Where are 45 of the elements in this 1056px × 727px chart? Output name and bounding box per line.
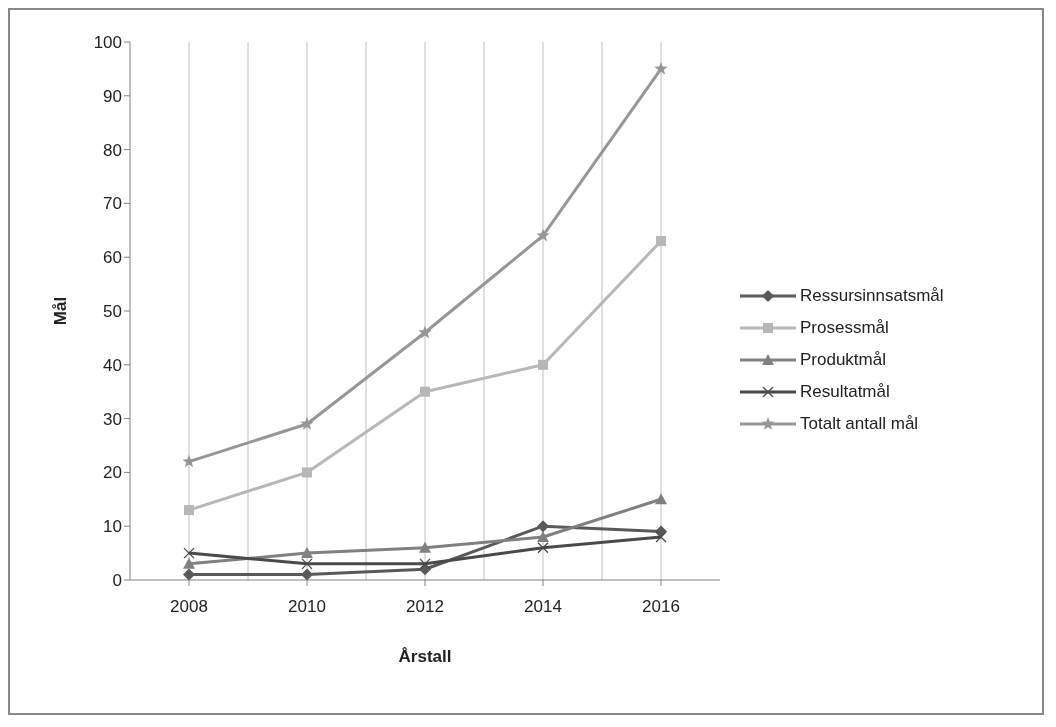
y-tick-label: 0 [112,571,122,591]
y-tick-label: 70 [103,194,122,214]
legend-label: Resultatmål [800,382,890,402]
y-tick-label: 90 [103,86,122,106]
point [655,531,667,543]
point [183,557,195,569]
y-tick-label: 60 [103,248,122,268]
point [656,236,666,247]
point [182,454,196,468]
y-axis-title: Mål [51,296,71,326]
y-tick-label: 20 [103,463,122,483]
point [301,568,313,580]
point [184,505,194,516]
point [537,520,549,533]
point [420,386,430,397]
legend-label: Totalt antall mål [800,414,919,434]
y-tick-label: 30 [103,409,122,429]
point [537,542,549,554]
y-tick-label: 10 [103,517,122,537]
y-tick-label: 50 [103,302,122,322]
x-tick-label: 2012 [406,597,444,617]
legend-label: Ressursinnsatsmål [800,286,944,306]
point [183,547,195,559]
legend-label: Prosessmål [800,318,889,338]
point [301,558,313,570]
y-tick-label: 80 [103,140,122,160]
x-tick-label: 2014 [524,597,562,617]
point [536,228,550,242]
x-tick-label: 2016 [642,597,680,617]
point [655,493,667,505]
legend-label: Produktmål [800,350,886,370]
x-axis-title: Årstall [398,647,452,666]
y-tick-label: 100 [93,33,122,53]
point [419,558,431,570]
y-tick-label: 40 [103,355,122,375]
point [302,467,312,478]
point [419,541,431,553]
x-tick-label: 2010 [288,597,326,617]
point [654,61,668,75]
point [300,416,314,430]
point [183,568,195,580]
x-tick-label: 2008 [170,597,208,617]
point [538,359,548,370]
point [301,547,313,559]
point [418,325,432,339]
